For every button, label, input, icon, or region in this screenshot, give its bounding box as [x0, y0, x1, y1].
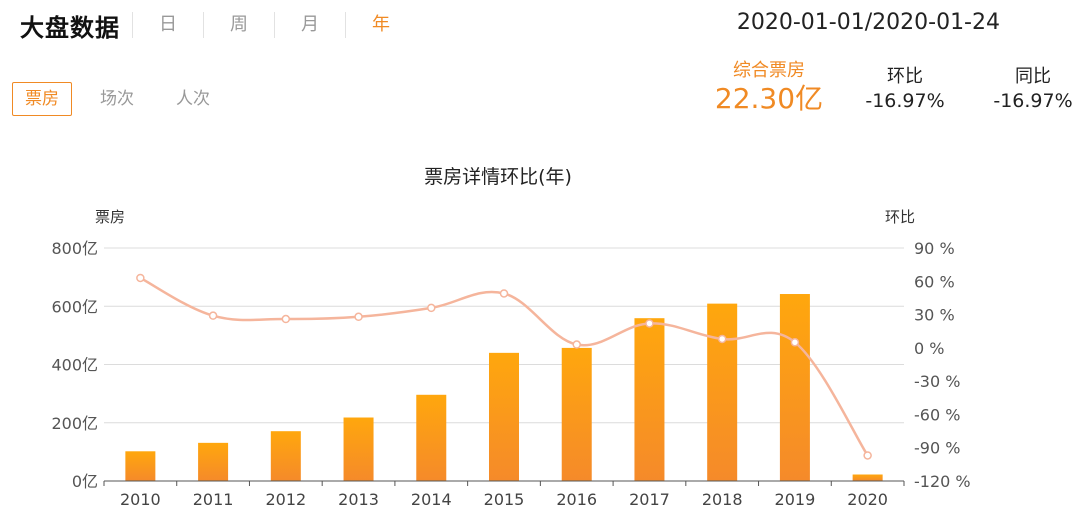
x-tick-label: 2013 — [338, 490, 379, 509]
date-range[interactable]: 2020-01-01/2020-01-24 — [736, 10, 1000, 35]
ratio-point — [499, 289, 509, 298]
bar — [198, 442, 229, 481]
tab-admissions[interactable]: 人次 — [176, 89, 210, 109]
ratio-point — [863, 451, 872, 460]
ratio-point — [136, 273, 145, 283]
page-title: 大盘数据 — [20, 14, 120, 42]
tab-week[interactable]: 周 — [203, 12, 274, 38]
ratio-point — [572, 340, 581, 349]
metric-tabs: 票房 场次 人次 — [12, 82, 252, 116]
y-tick-label: 600亿 — [51, 297, 98, 316]
x-tick-label: 2015 — [484, 490, 525, 509]
yoy-label: 同比 — [1015, 66, 1051, 87]
ratio-point — [427, 303, 436, 313]
x-tick-label: 2011 — [193, 490, 234, 509]
bar — [852, 474, 883, 481]
y-tick-label: 200亿 — [51, 414, 98, 433]
box-office-label: 综合票房 — [733, 60, 805, 81]
y2-tick-label: 0 % — [914, 339, 944, 358]
y2-tick-label: 30 % — [914, 306, 955, 325]
x-tick-label: 2014 — [411, 490, 452, 509]
period-tabs: 日 周 月 年 — [132, 12, 416, 38]
y-tick-label: 800亿 — [51, 239, 98, 258]
y2-tick-label: -120 % — [914, 472, 971, 491]
bar — [634, 318, 665, 481]
y2-axis-label: 环比 — [885, 208, 915, 226]
tab-month[interactable]: 月 — [274, 12, 345, 38]
box-office-summary: 综合票房 22.30亿 — [712, 60, 826, 116]
ratio-line-series — [136, 273, 872, 460]
x-tick-label: 2020 — [847, 490, 888, 509]
tab-day[interactable]: 日 — [132, 12, 203, 38]
bar — [270, 431, 301, 481]
x-tick-label: 2010 — [120, 490, 161, 509]
y2-tick-label: -30 % — [914, 372, 960, 391]
axes: 0亿 200亿 400亿 600亿 800亿 -120 % -90 % -60 % -30 % 0… — [51, 239, 970, 509]
y2-tick-label: -90 % — [914, 439, 960, 458]
y-axis-label: 票房 — [95, 208, 125, 226]
yoy-summary: 同比 -16.97% — [988, 66, 1078, 114]
tab-box-office[interactable]: 票房 — [12, 82, 72, 116]
x-tick-label: 2019 — [775, 490, 816, 509]
bar — [125, 451, 156, 481]
bar-series — [125, 294, 883, 481]
y-tick-label: 400亿 — [51, 356, 98, 375]
x-tick-label: 2018 — [702, 490, 743, 509]
bar — [416, 394, 447, 481]
chart-title: 票房详情环比(年) — [424, 166, 572, 188]
ratio-line — [139, 276, 869, 457]
x-tick-label: 2017 — [629, 490, 670, 509]
y-tick-label: 0亿 — [72, 472, 98, 491]
bar — [489, 352, 519, 481]
ratio-point — [281, 314, 291, 324]
ratio-point — [208, 311, 218, 320]
mom-label: 环比 — [887, 66, 923, 87]
bar — [779, 294, 810, 481]
ratio-point — [790, 338, 800, 347]
bar — [343, 417, 374, 481]
y2-tick-label: 60 % — [914, 272, 955, 291]
mom-summary: 环比 -16.97% — [860, 66, 950, 114]
bar — [707, 303, 738, 481]
y2-tick-label: 90 % — [914, 239, 955, 258]
x-tick-label: 2012 — [265, 490, 306, 509]
tab-screenings[interactable]: 场次 — [100, 89, 134, 109]
mom-value: -16.97% — [865, 90, 945, 112]
ratio-point — [354, 312, 363, 322]
x-tick-label: 2016 — [556, 490, 597, 509]
tab-year[interactable]: 年 — [345, 12, 416, 38]
box-office-value: 22.30亿 — [714, 82, 824, 115]
y2-tick-label: -60 % — [914, 405, 960, 424]
bar — [561, 347, 592, 481]
ratio-point — [645, 319, 654, 328]
ratio-point — [717, 334, 727, 344]
yoy-value: -16.97% — [993, 90, 1073, 112]
